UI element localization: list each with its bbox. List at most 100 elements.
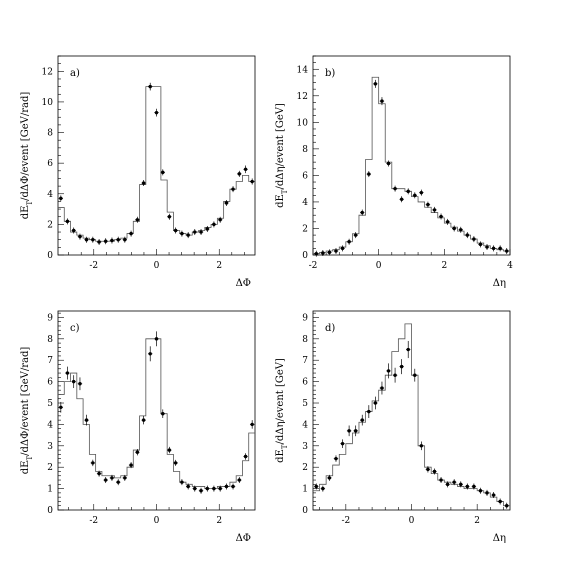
data-point [505,249,509,253]
data-point [97,471,101,476]
x-tick-label: 4 [507,261,513,271]
data-point [360,210,364,215]
data-point [419,444,424,448]
data-point [485,245,489,249]
mc-histogram-line [313,76,510,255]
data-point [110,476,114,480]
chart-panel-1: -2 0 2 0 2 4 6 8 10 12 a) ΔΦ dET/dΔΦ/event [GeV/rad] [20,55,256,289]
data-point [129,463,133,467]
y-tick-label: 9 [47,313,53,323]
mc-histogram-line [313,323,510,507]
data-point [65,219,70,224]
data-point [212,222,216,227]
data-point [167,448,172,452]
y-tick-label: 0 [47,251,53,261]
y-tick-label: 5 [302,399,308,409]
data-point [180,480,184,484]
x-axis-label: ΔΦ [236,533,251,544]
data-point [110,238,114,243]
y-tick-label: 10 [42,98,54,108]
y-tick-label: 7 [47,356,53,366]
data-point [91,461,95,465]
data-point [478,489,483,493]
data-point [71,228,76,233]
y-tick-label: 9 [302,313,308,323]
data-point [116,237,120,242]
y-tick-label: 8 [302,335,308,345]
data-point [472,484,476,489]
y-tick-label: 0 [302,506,308,516]
data-point [380,99,384,103]
data-point [491,493,496,497]
data-point [243,454,248,459]
data-point [367,172,371,176]
y-tick-label: 8 [47,129,53,139]
data-point [340,441,345,446]
data-point [97,240,101,244]
y-axis-label: dET/dΔΦ/event [GeV/rad] [20,92,34,220]
data-point [218,486,222,491]
data-point [439,478,443,482]
data-point [353,429,358,433]
data-point [212,486,216,491]
data-point [347,429,351,433]
data-point [406,347,410,352]
data-point [459,228,463,232]
y-tick-label: 5 [47,399,53,409]
data-point [426,467,430,472]
data-point [78,234,82,239]
data-point [360,418,364,422]
data-point [161,170,165,175]
data-point [103,239,108,243]
mc-histogram-line [58,86,255,242]
data-point [224,201,229,205]
panel-label: c) [70,323,80,334]
y-tick-label: 2 [302,463,308,473]
data-point [231,484,235,489]
data-point [154,110,159,115]
data-point [347,240,351,244]
data-point [148,352,152,356]
x-axis-label: Δη [493,533,506,544]
y-tick-label: 4 [302,198,308,208]
data-point [472,237,476,241]
data-point [327,476,332,480]
data-point [426,202,430,207]
x-tick-label: 2 [441,261,447,271]
data-point [413,193,417,197]
y-tick-label: 10 [297,118,309,128]
data-point [314,251,318,256]
data-point [173,228,178,233]
data-point [491,246,496,251]
y-axis-label: dET/dΔη/event [GeV] [275,103,289,208]
data-point [505,504,509,508]
data-point [103,478,108,482]
data-point [129,231,133,236]
data-point [393,373,397,377]
data-point [465,233,470,237]
data-point [186,484,190,489]
data-point [334,249,338,253]
y-tick-label: 6 [47,378,53,388]
data-point [78,382,82,386]
y-tick-label: 0 [47,506,53,516]
data-point [498,499,502,504]
y-tick-label: 8 [47,335,53,345]
data-point [193,230,197,234]
x-tick-label: 0 [376,261,382,271]
data-point [141,181,146,185]
data-point [485,491,489,495]
data-point [141,418,146,422]
data-point [380,386,384,390]
data-point [439,214,443,219]
y-tick-label: 8 [302,145,308,155]
x-tick-label: -2 [89,516,98,526]
mc-histogram-line [58,338,255,490]
y-tick-label: 6 [302,378,308,388]
data-point [91,237,95,242]
panel-label: a) [70,68,80,79]
data-point [205,227,210,231]
